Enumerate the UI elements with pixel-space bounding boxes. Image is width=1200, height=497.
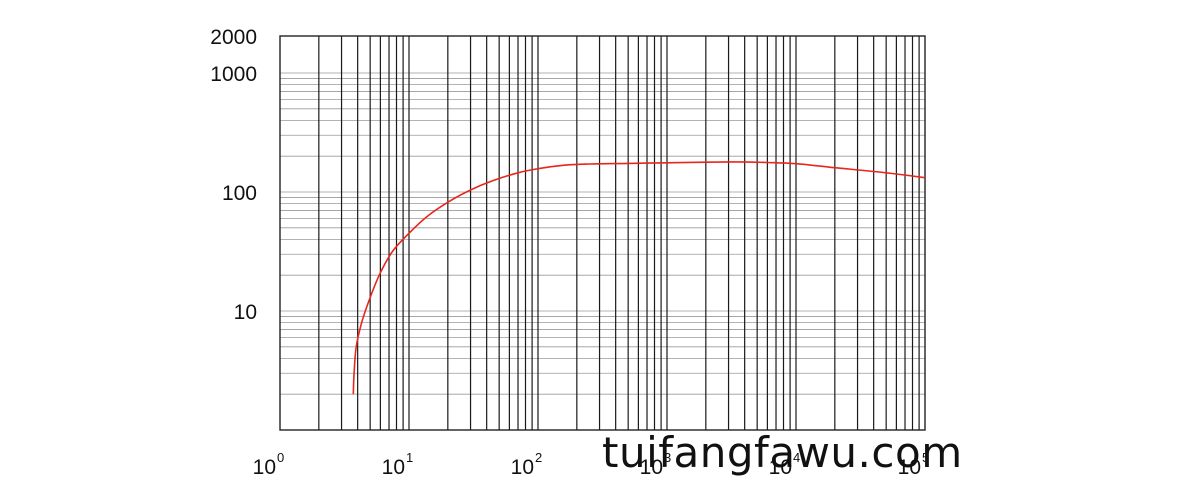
x-tick-base: 10: [382, 456, 405, 479]
x-tick-label: 10 1: [382, 450, 414, 479]
x-tick-exponent: 3: [664, 450, 671, 465]
x-tick-label: 10 4: [769, 450, 801, 479]
x-tick-label: 10 0: [253, 450, 285, 479]
x-tick-exponent: 4: [793, 450, 800, 465]
x-tick-exponent: 5: [922, 450, 929, 465]
y-tick-label: 1000: [210, 63, 257, 86]
x-tick-base: 10: [898, 456, 921, 479]
series-line-0: [352, 161, 926, 395]
y-tick-label: 10: [234, 301, 257, 324]
x-tick-exponent: 2: [535, 450, 542, 465]
plot-frame: [279, 35, 926, 431]
x-tick-label: 10 5: [898, 450, 930, 479]
series-group: [352, 161, 926, 395]
x-tick-exponent: 1: [406, 450, 413, 465]
y-tick-label: 100: [222, 182, 257, 205]
x-tick-base: 10: [511, 456, 534, 479]
y-tick-label: 2000: [210, 26, 257, 49]
x-tick-base: 10: [769, 456, 792, 479]
x-tick-exponent: 0: [277, 450, 284, 465]
x-tick-label: 10 3: [640, 450, 672, 479]
watermark-text: tuifangfawu.com: [602, 428, 963, 477]
horizontal-gridlines: [280, 35, 925, 431]
y-tick-labels: 2000 1000 100 10: [210, 26, 257, 324]
x-tick-base: 10: [253, 456, 276, 479]
x-tick-label: 10 2: [511, 450, 543, 479]
x-tick-base: 10: [640, 456, 663, 479]
vertical-gridlines: [318, 36, 920, 430]
x-tick-labels: 10 0 10 1 10 2 10 3 10 4 10 5: [253, 450, 930, 479]
